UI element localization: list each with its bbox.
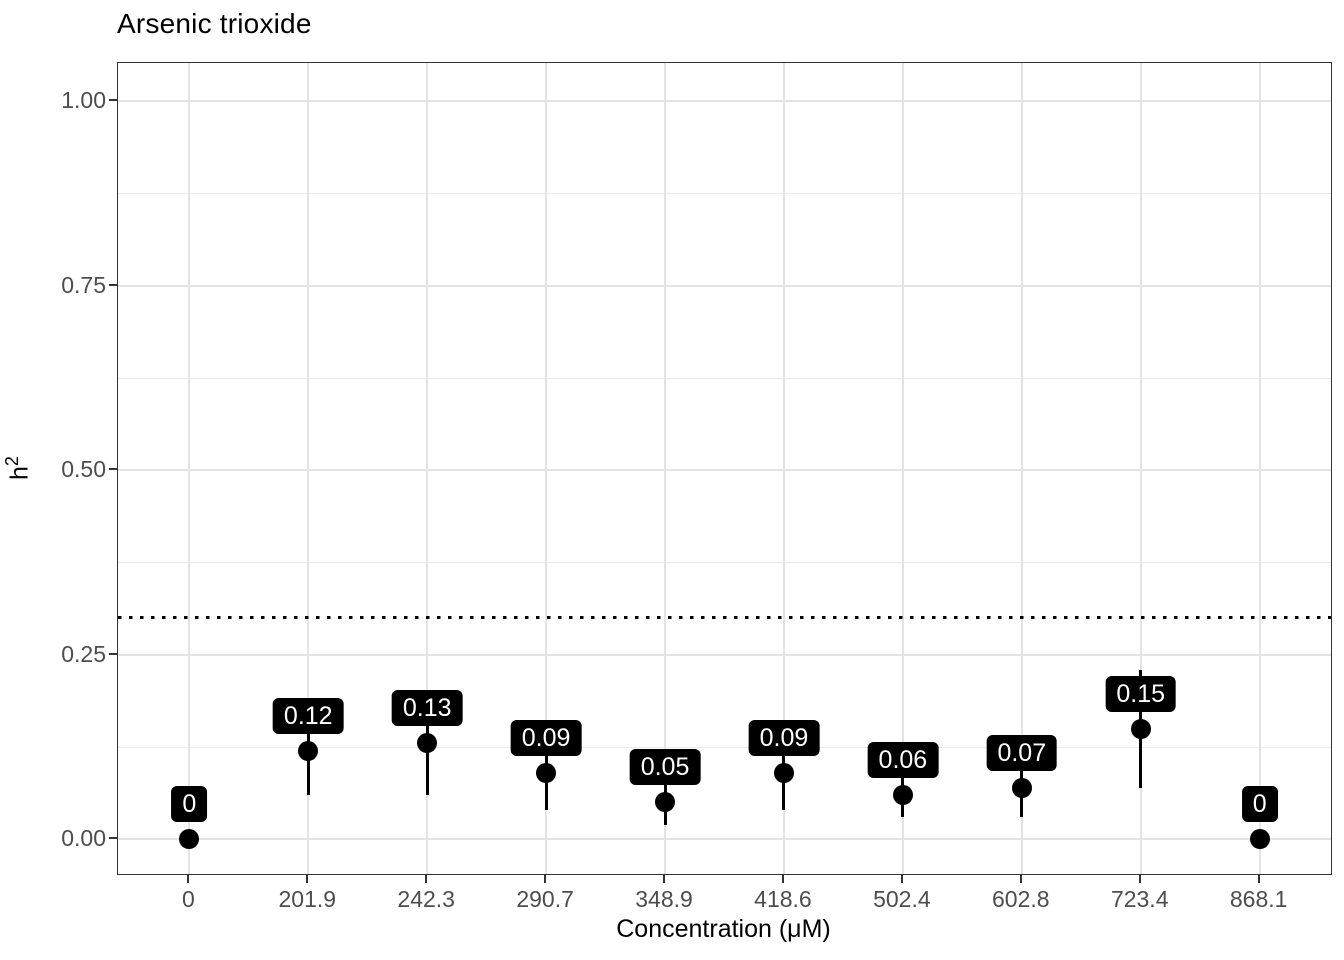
grid-major-line: [118, 469, 1331, 472]
point-dot: [1130, 718, 1151, 739]
grid-minor-line: [118, 193, 1331, 195]
grid-vertical-line: [1020, 63, 1023, 874]
point-label: 0.09: [748, 719, 820, 756]
y-tick-label: 0.50: [61, 456, 106, 483]
x-tick-mark: [781, 874, 784, 883]
x-tick-label: 868.1: [1229, 886, 1288, 912]
y-axis-title-base: h: [5, 466, 34, 480]
x-tick-mark: [306, 874, 309, 883]
x-tick-label: 290.7: [516, 886, 574, 912]
point-dot: [892, 785, 913, 806]
x-tick-mark: [425, 874, 428, 883]
x-tick-mark: [544, 874, 547, 883]
x-tick-label: 602.8: [992, 886, 1050, 912]
point-label: 0.05: [629, 749, 701, 786]
threshold-line: [118, 616, 1331, 620]
point-label: 0.12: [272, 697, 344, 734]
point-dot: [655, 792, 676, 813]
grid-vertical-line: [545, 63, 548, 874]
point-dot: [536, 762, 557, 783]
grid-major-line: [118, 284, 1331, 287]
grid-vertical-line: [426, 63, 429, 874]
x-tick-label: 723.4: [1110, 886, 1169, 912]
grid-vertical-line: [188, 63, 191, 874]
point-label: 0.13: [391, 690, 463, 727]
point-label: 0.09: [510, 719, 582, 756]
y-tick-mark: [109, 837, 117, 840]
chart-title: Arsenic trioxide: [117, 8, 312, 39]
grid-vertical-line: [1139, 63, 1142, 874]
point-label: 0.06: [867, 742, 939, 779]
grid-vertical-line: [1258, 63, 1261, 874]
point-dot: [179, 829, 200, 850]
point-dot: [1249, 829, 1270, 850]
x-tick-mark: [1019, 874, 1022, 883]
grid-major-line: [118, 100, 1331, 103]
grid-vertical-line: [664, 63, 667, 874]
point-label: 0: [1241, 786, 1278, 823]
x-tick-label: 418.6: [754, 886, 812, 912]
y-axis-title-superscript: 2: [2, 456, 22, 467]
point-dot: [298, 740, 319, 761]
point-dot: [773, 762, 794, 783]
plot-panel: 0 0.12 0.13 0.09 0.05 0.09 0.06 0.07 0.15 0: [117, 62, 1332, 875]
grid-minor-line: [118, 746, 1331, 748]
point-dot: [1011, 777, 1032, 798]
y-tick-mark: [109, 283, 117, 286]
grid-vertical-line: [901, 63, 904, 874]
y-tick-label: 0.00: [61, 825, 106, 852]
x-axis-title: Concentration (μM): [616, 915, 831, 943]
grid-minor-line: [118, 562, 1331, 564]
x-tick-mark: [1257, 874, 1260, 883]
y-axis-title: h2: [2, 428, 34, 508]
y-tick-mark: [109, 652, 117, 655]
grid-vertical-line: [782, 63, 785, 874]
x-tick-label: 0: [181, 886, 195, 912]
grid-major-line: [118, 653, 1331, 656]
y-tick-mark: [109, 99, 117, 102]
x-tick-mark: [1138, 874, 1141, 883]
x-tick-label: 502.4: [873, 886, 931, 912]
grid-vertical-line: [307, 63, 310, 874]
y-tick-label: 0.25: [61, 640, 106, 667]
point-label: 0.15: [1105, 675, 1177, 712]
x-tick-label: 201.9: [278, 886, 337, 912]
grid-minor-line: [118, 377, 1331, 379]
y-tick-mark: [109, 468, 117, 471]
x-tick-label: 242.3: [397, 886, 455, 912]
x-tick-mark: [900, 874, 903, 883]
point-label: 0.07: [986, 734, 1058, 771]
point-label: 0: [171, 786, 208, 823]
x-tick-mark: [663, 874, 666, 883]
y-tick-label: 1.00: [61, 87, 106, 114]
x-tick-label: 348.9: [635, 886, 693, 912]
point-dot: [417, 733, 438, 754]
grid-major-line: [118, 838, 1331, 841]
x-tick-mark: [187, 874, 190, 883]
y-tick-label: 0.75: [61, 271, 106, 298]
